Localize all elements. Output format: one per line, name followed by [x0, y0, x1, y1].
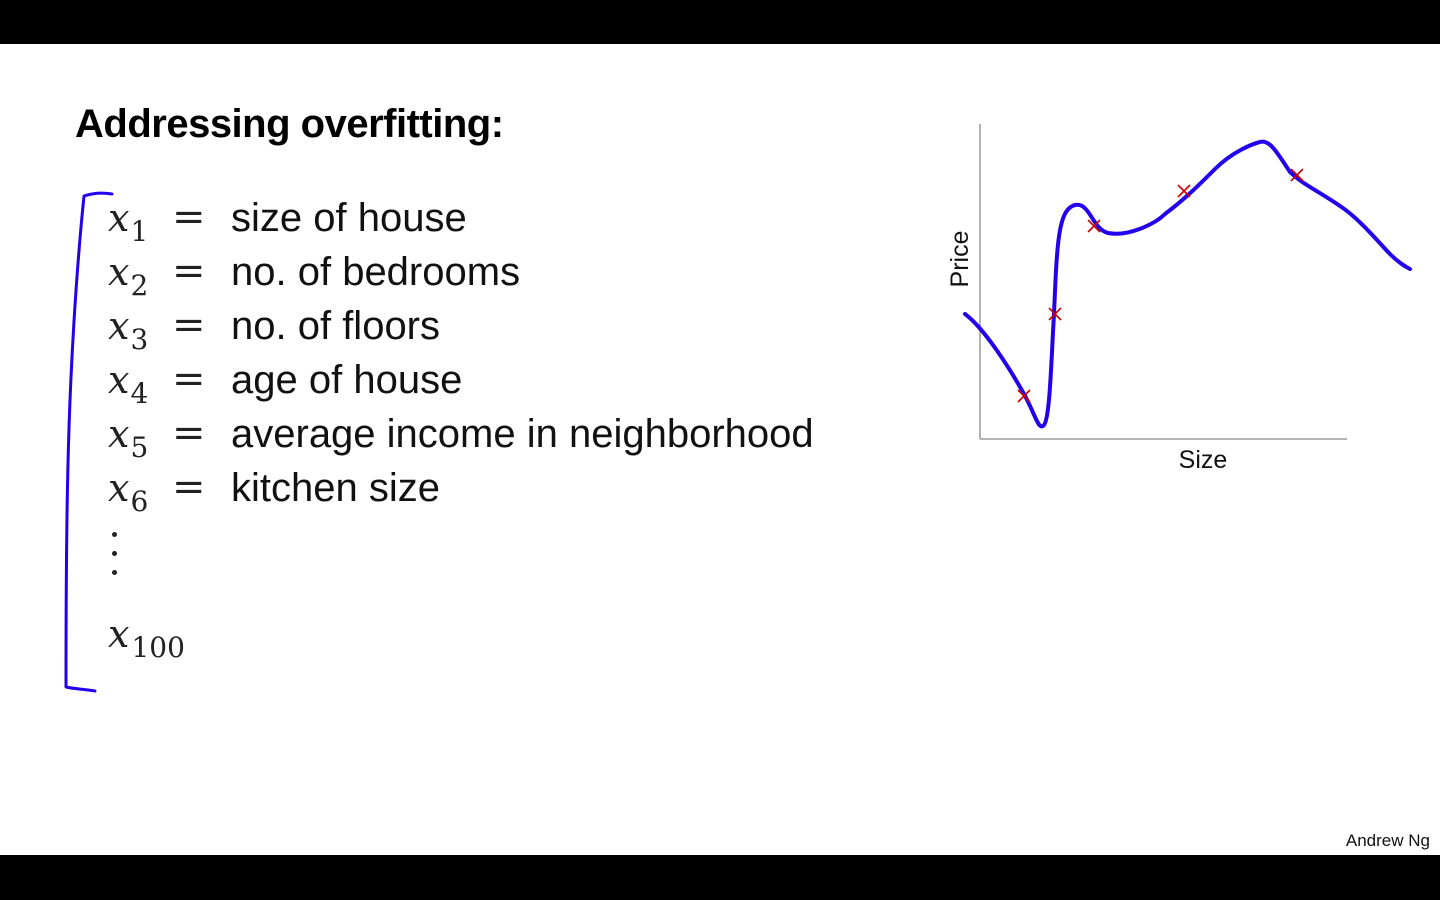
data-point [1017, 389, 1031, 403]
data-point [1048, 307, 1062, 321]
feature-row: x5 = average income in neighborhood [108, 410, 908, 464]
feature-variable: x6 [108, 466, 149, 518]
slide-title: Addressing overfitting: [75, 102, 504, 146]
feature-description: no. of floors [231, 304, 441, 348]
equals-sign: = [172, 464, 206, 510]
feature-description: size of house [231, 196, 467, 240]
letterbox-bottom [0, 855, 1440, 900]
feature-row: x3 = no. of floors [108, 302, 908, 356]
feature-description: average income in neighborhood [231, 412, 814, 456]
overfit-curve [963, 139, 1412, 429]
letterbox-top [0, 0, 1440, 44]
data-point [1290, 168, 1304, 182]
feature-variable: x4 [108, 358, 149, 410]
feature-description: age of house [231, 358, 463, 402]
data-points [1017, 168, 1304, 403]
feature-variable: x1 [108, 196, 149, 248]
feature-row: x2 = no. of bedrooms [108, 248, 908, 302]
feature-row: x4 = age of house [108, 356, 908, 410]
feature-row: x6 = kitchen size [108, 464, 908, 518]
equals-sign: = [172, 194, 206, 240]
vertical-ellipsis [104, 532, 124, 589]
x-axis-label: Size [1179, 446, 1228, 474]
feature-description: kitchen size [231, 466, 440, 510]
feature-variable: x3 [108, 304, 149, 356]
equals-sign: = [172, 302, 206, 348]
feature-list: x1 = size of house x2 = no. of bedrooms … [108, 194, 908, 518]
price-size-plot: Price Size [946, 124, 1412, 474]
feature-variable: x2 [108, 250, 149, 302]
feature-description: no. of bedrooms [231, 250, 521, 294]
bracket-stroke [64, 191, 114, 693]
feature-variable: x5 [108, 412, 149, 464]
last-feature-variable: x100 [108, 612, 185, 664]
slide: Addressing overfitting: x1 = size of hou… [0, 44, 1440, 855]
equals-sign: = [172, 356, 206, 402]
y-axis-label: Price [946, 231, 974, 288]
equals-sign: = [172, 410, 206, 456]
data-point [1177, 184, 1191, 198]
equals-sign: = [172, 248, 206, 294]
data-point [1087, 219, 1101, 233]
feature-row: x1 = size of house [108, 194, 908, 248]
author-credit: Andrew Ng [1345, 831, 1430, 850]
